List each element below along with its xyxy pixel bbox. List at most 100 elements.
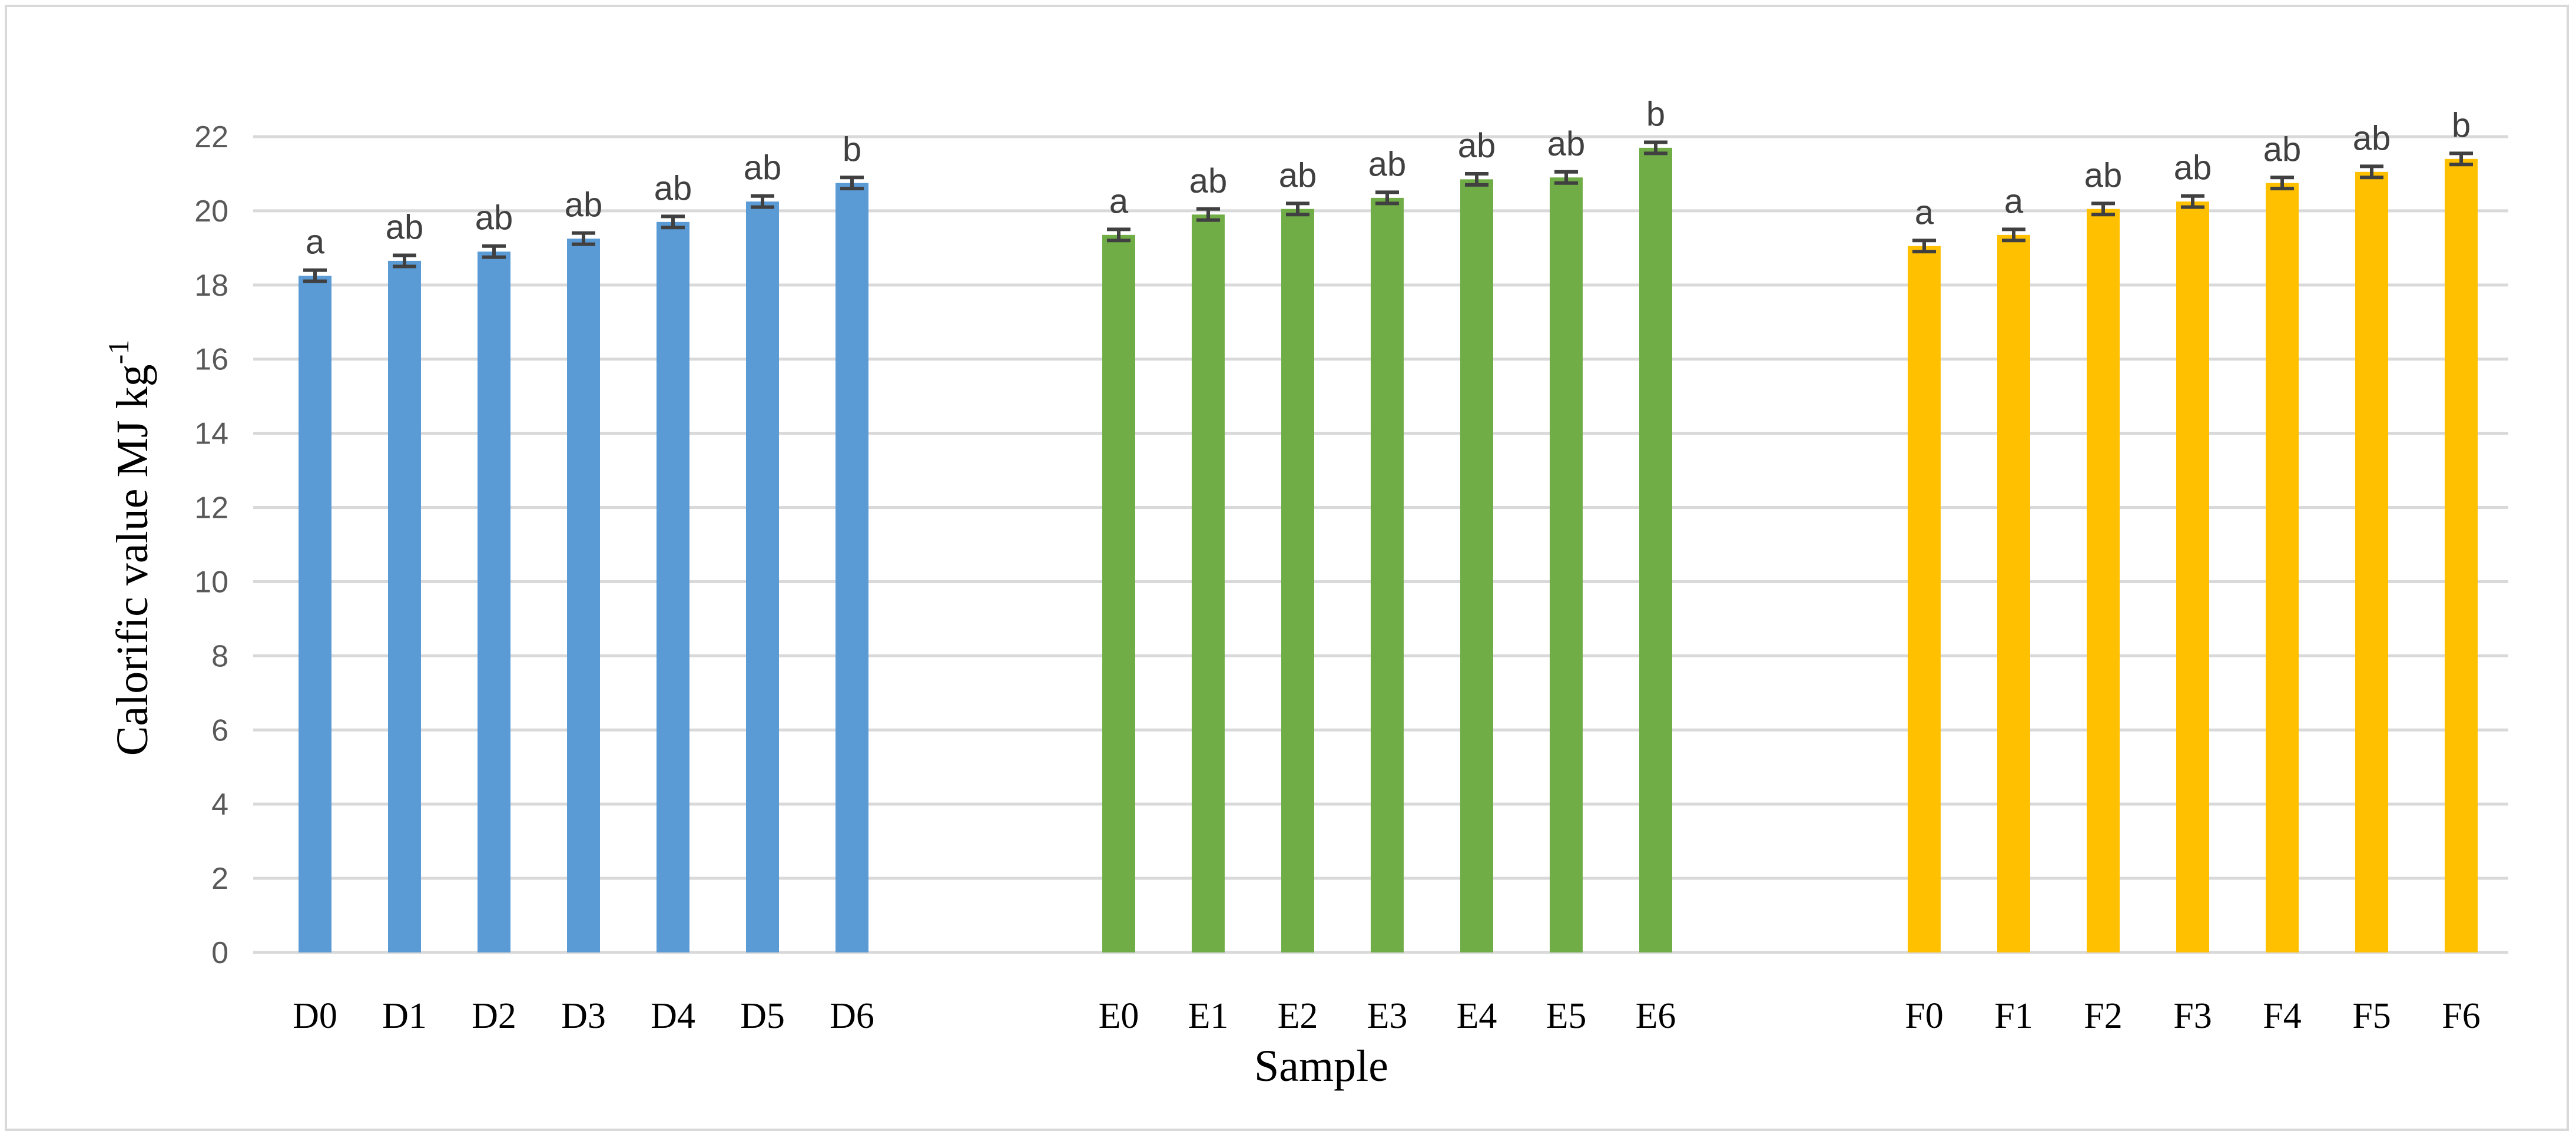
y-tick-label: 22 [194,120,228,154]
x-tick-label: D4 [651,996,695,1036]
x-tick-label: D5 [740,996,785,1036]
bar-e3: ab [1368,145,1407,952]
significance-label: ab [744,149,782,187]
y-tick-label: 16 [194,343,228,377]
significance-label: a [306,223,325,262]
significance-label: ab [475,199,513,237]
x-tick-label: F4 [2263,996,2301,1036]
x-tick-label: E5 [1546,996,1587,1036]
bar-rect [1550,177,1583,952]
y-tick-label: 0 [211,936,228,970]
bar-f2: ab [2084,156,2123,952]
significance-label: b [843,130,861,168]
bar-d4: ab [654,169,692,953]
bar-rect [1102,234,1135,952]
y-axis-ticks: 0 2 4 6 8 10 12 14 16 18 20 22 [194,120,228,970]
x-tick-label: D2 [472,996,516,1036]
significance-label: ab [2263,130,2302,168]
bar-rect [1371,197,1404,952]
bar-e6: b [1639,95,1672,953]
x-tick-label: F6 [2442,996,2480,1036]
x-tick-label: E4 [1457,996,1497,1036]
bar-rect [1908,246,1941,952]
bar-d0: a [299,223,331,952]
significance-label: ab [386,208,424,246]
bar-rect [2445,158,2478,953]
x-tick-label: F5 [2352,996,2391,1036]
bar-f6: b [2445,106,2478,953]
significance-label: b [1646,95,1665,133]
bar-rect [746,201,779,953]
bar-rect [2355,171,2388,952]
x-tick-label: F3 [2173,996,2212,1036]
bar-rect [478,252,510,953]
significance-label: ab [565,186,603,224]
bar-rect [2087,209,2120,952]
y-tick-label: 10 [194,565,228,599]
y-axis-title-superscript: -1 [102,340,135,365]
bar-e0: a [1102,182,1135,952]
significance-label: ab [1189,162,1228,200]
x-tick-label: E2 [1278,996,1318,1036]
x-axis-categories: D0 D1 D2 D3 D4 D5 D6 E0 E1 E2 E3 E4 E5 E6 F0 F1 F2 F3 F4 F5… [293,996,2481,1036]
significance-label: ab [1368,145,1407,183]
bar-rect [2176,201,2209,953]
x-tick-label: D3 [561,996,606,1036]
bar-rect [567,239,600,952]
x-tick-label: F2 [2084,996,2122,1036]
bar-d3: ab [565,186,603,952]
x-tick-label: D6 [830,996,874,1036]
bar-rect [388,260,421,953]
significance-label: a [2004,182,2024,220]
bar-e5: ab [1547,125,1586,952]
bar-rect [1639,147,1672,953]
significance-label: ab [1458,127,1496,165]
bar-rect [1192,214,1225,952]
x-tick-label: E1 [1188,996,1229,1036]
y-axis-title: Calorific value MJ kg-1 [102,340,157,756]
x-tick-label: E0 [1099,996,1139,1036]
bar-rect [299,276,331,952]
bar-d6: b [836,130,868,953]
bar-rect [1281,209,1314,952]
bar-e1: ab [1189,162,1228,952]
y-tick-label: 12 [194,491,228,525]
y-tick-label: 18 [194,269,228,303]
y-tick-label: 14 [194,417,228,451]
significance-label: a [1915,193,1934,231]
significance-label: ab [2174,149,2212,187]
significance-label: b [2452,106,2471,144]
x-tick-label: D1 [382,996,427,1036]
y-tick-label: 4 [211,788,228,822]
bar-e4: ab [1458,127,1496,953]
significance-label: ab [1547,125,1586,163]
bar-d1: ab [386,208,424,953]
x-tick-label: F0 [1905,996,1943,1036]
significance-label: a [1109,182,1129,220]
y-tick-label: 20 [194,194,228,229]
bar-d2: ab [475,199,513,953]
x-tick-label: F1 [1994,996,2033,1036]
bar-f5: ab [2353,119,2391,952]
y-axis-title-main: Calorific value MJ kg [108,364,157,756]
bar-f4: ab [2263,130,2302,953]
bar-f3: ab [2174,149,2212,953]
significance-label: ab [2084,156,2123,194]
x-tick-label: E6 [1636,996,1676,1036]
y-tick-label: 2 [211,862,228,896]
y-tick-label: 6 [211,713,228,747]
significance-label: ab [1279,156,1317,194]
bar-rect [1997,234,2030,952]
significance-label: ab [654,169,692,207]
bar-e2: ab [1279,156,1317,952]
bar-f1: a [1997,182,2030,952]
x-tick-label: E3 [1367,996,1408,1036]
x-axis-title: Sample [1254,1041,1388,1091]
bar-rect [836,183,868,953]
bar-f0: a [1908,193,1941,952]
bar-rect [1460,179,1493,953]
bar-d5: ab [744,149,782,953]
bars: a ab ab ab ab ab b a ab ab ab ab ab b a a ab ab ab ab b [299,95,2478,953]
x-tick-label: D0 [293,996,337,1036]
significance-label: ab [2353,119,2391,157]
